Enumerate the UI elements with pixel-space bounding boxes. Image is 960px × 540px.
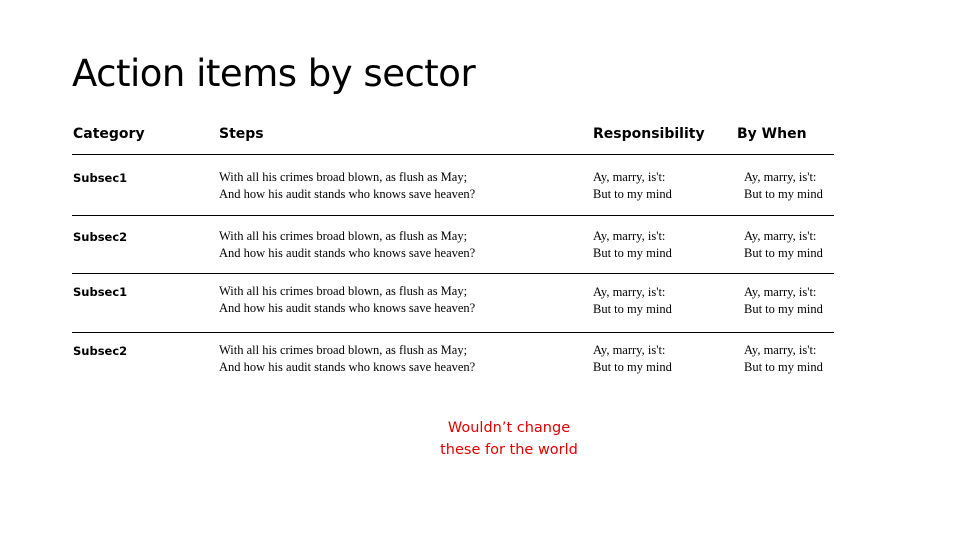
responsibility-line: But to my mind — [593, 246, 672, 260]
row-divider — [72, 332, 834, 333]
responsibility-line: Ay, marry, is't: — [593, 343, 666, 357]
responsibility-line: But to my mind — [593, 360, 672, 374]
row-steps: With all his crimes broad blown, as flus… — [219, 169, 475, 203]
by-when-line: But to my mind — [744, 187, 823, 201]
row-steps: With all his crimes broad blown, as flus… — [219, 342, 475, 376]
table-row: Subsec1 With all his crimes broad blown,… — [0, 283, 960, 323]
header-category: Category — [73, 126, 145, 142]
steps-line: And how his audit stands who knows save … — [219, 246, 476, 260]
by-when-line: But to my mind — [744, 360, 823, 374]
responsibility-line: Ay, marry, is't: — [593, 229, 666, 243]
steps-line: With all his crimes broad blown, as flus… — [219, 170, 468, 184]
row-responsibility: Ay, marry, is't: But to my mind — [593, 342, 672, 376]
steps-line: And how his audit stands who knows save … — [219, 360, 476, 374]
row-responsibility: Ay, marry, is't: But to my mind — [593, 284, 672, 318]
header-by-when: By When — [737, 126, 807, 142]
steps-line: With all his crimes broad blown, as flus… — [219, 229, 468, 243]
row-by-when: Ay, marry, is't: But to my mind — [744, 169, 823, 203]
header-responsibility: Responsibility — [593, 126, 705, 142]
by-when-line: But to my mind — [744, 246, 823, 260]
row-category: Subsec1 — [73, 171, 128, 185]
row-responsibility: Ay, marry, is't: But to my mind — [593, 169, 672, 203]
by-when-line: Ay, marry, is't: — [744, 343, 817, 357]
row-responsibility: Ay, marry, is't: But to my mind — [593, 228, 672, 262]
by-when-line: But to my mind — [744, 302, 823, 316]
by-when-line: Ay, marry, is't: — [744, 285, 817, 299]
row-steps: With all his crimes broad blown, as flus… — [219, 228, 475, 262]
table-row: Subsec1 With all his crimes broad blown,… — [0, 169, 960, 209]
steps-line: And how his audit stands who knows save … — [219, 187, 476, 201]
table-row: Subsec2 With all his crimes broad blown,… — [0, 228, 960, 268]
responsibility-line: Ay, marry, is't: — [593, 170, 666, 184]
header-steps: Steps — [219, 126, 264, 142]
by-when-line: Ay, marry, is't: — [744, 170, 817, 184]
row-divider — [72, 273, 834, 274]
note-line: these for the world — [440, 442, 578, 458]
row-by-when: Ay, marry, is't: But to my mind — [744, 228, 823, 262]
row-steps: With all his crimes broad blown, as flus… — [219, 283, 475, 317]
row-category: Subsec2 — [73, 344, 128, 358]
responsibility-line: But to my mind — [593, 187, 672, 201]
steps-line: And how his audit stands who knows save … — [219, 301, 476, 315]
steps-line: With all his crimes broad blown, as flus… — [219, 343, 468, 357]
slide-title: Action items by sector — [72, 52, 476, 95]
row-by-when: Ay, marry, is't: But to my mind — [744, 284, 823, 318]
steps-line: With all his crimes broad blown, as flus… — [219, 284, 468, 298]
header-divider — [72, 154, 834, 155]
row-category: Subsec2 — [73, 230, 128, 244]
row-by-when: Ay, marry, is't: But to my mind — [744, 342, 823, 376]
responsibility-line: But to my mind — [593, 302, 672, 316]
by-when-line: Ay, marry, is't: — [744, 229, 817, 243]
row-category: Subsec1 — [73, 285, 128, 299]
responsibility-line: Ay, marry, is't: — [593, 285, 666, 299]
note-line: Wouldn’t change — [447, 420, 571, 436]
row-divider — [72, 215, 834, 216]
table-row: Subsec2 With all his crimes broad blown,… — [0, 342, 960, 382]
annotation-note: Wouldn’t change these for the world — [409, 417, 609, 461]
